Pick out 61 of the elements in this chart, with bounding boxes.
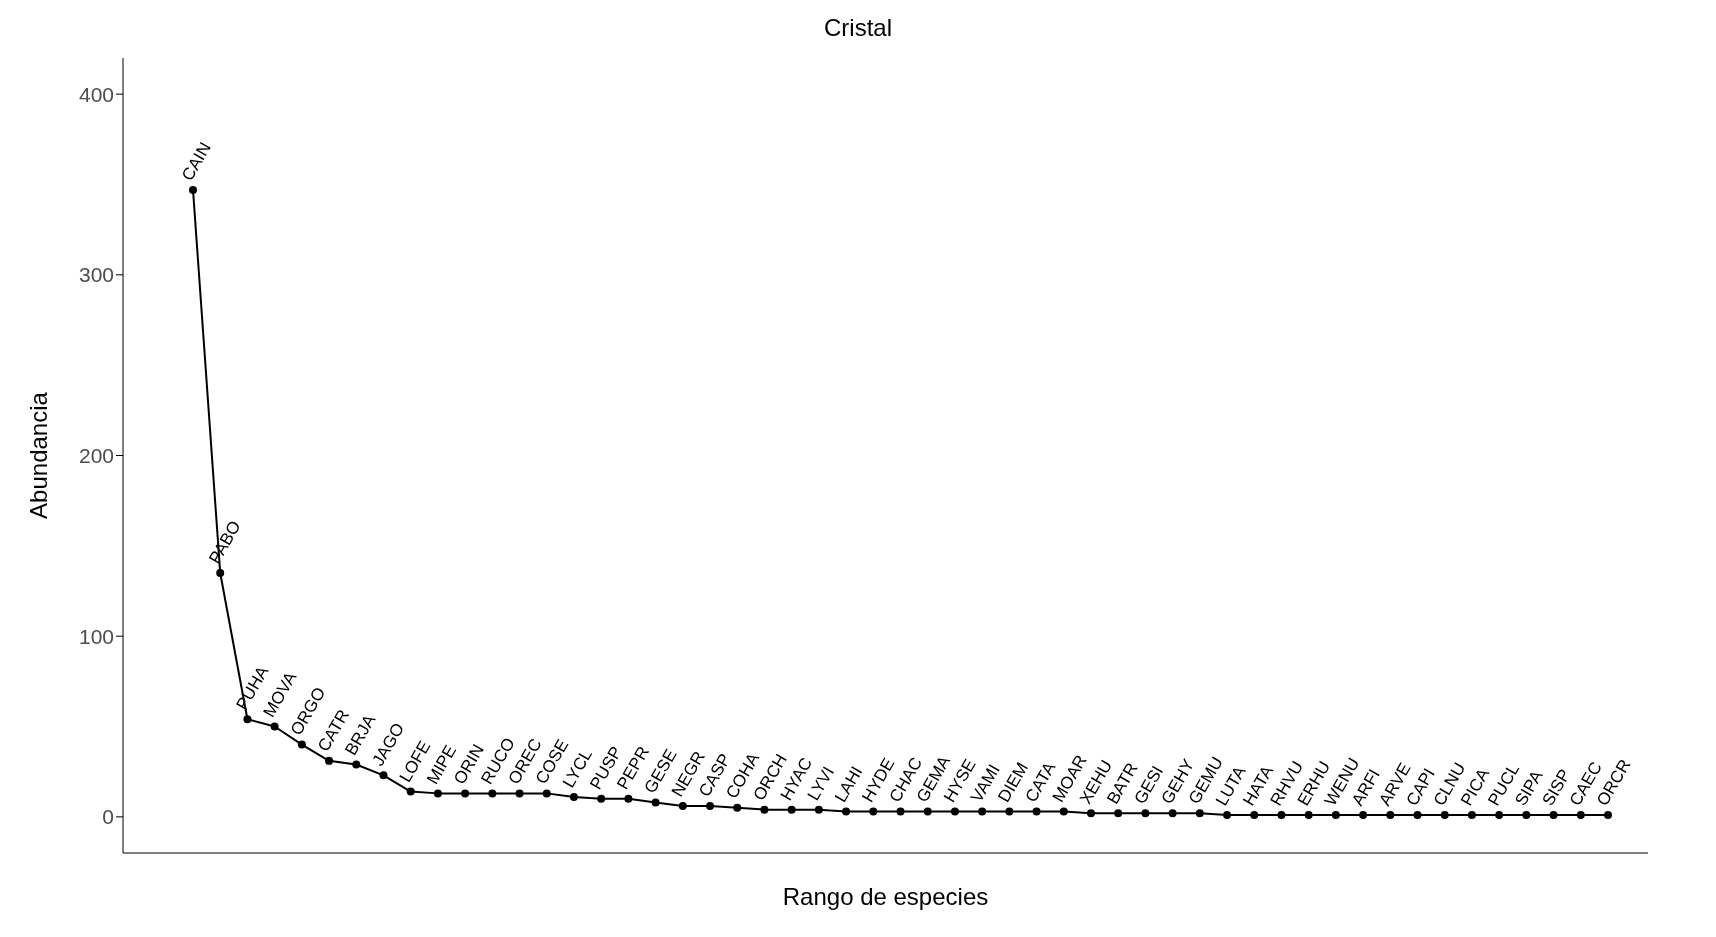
point — [1277, 811, 1286, 820]
y-tick-label: 400 — [78, 82, 114, 106]
point — [814, 805, 823, 814]
y-axis-title: Abundancia — [24, 391, 52, 519]
point — [733, 803, 742, 812]
point — [352, 760, 361, 769]
point — [950, 807, 959, 816]
point — [678, 802, 687, 811]
point — [1168, 809, 1177, 818]
point — [325, 756, 334, 765]
point — [379, 771, 388, 780]
point — [406, 787, 415, 796]
y-tick-label: 300 — [78, 263, 114, 287]
point — [515, 789, 524, 798]
point — [760, 805, 769, 814]
point — [542, 789, 551, 798]
point — [1604, 811, 1612, 820]
point — [1576, 811, 1585, 820]
point — [488, 789, 497, 798]
point — [1304, 811, 1313, 820]
point — [1141, 809, 1150, 818]
point — [1440, 811, 1449, 820]
point — [1413, 811, 1422, 820]
y-tick-label: 0 — [102, 805, 114, 829]
point — [923, 807, 932, 816]
point — [433, 789, 442, 798]
x-axis-title: Rango de especies — [782, 883, 989, 910]
point — [1005, 807, 1014, 816]
point — [270, 722, 279, 731]
y-tick-label: 100 — [78, 624, 114, 648]
point — [706, 802, 715, 811]
point — [1223, 811, 1232, 820]
point — [978, 807, 987, 816]
point — [651, 798, 660, 807]
point — [1250, 811, 1259, 820]
point — [1114, 809, 1123, 818]
point — [1359, 811, 1368, 820]
point — [896, 807, 905, 816]
point — [1522, 811, 1531, 820]
point — [189, 185, 197, 194]
point — [1086, 809, 1095, 818]
point — [1467, 811, 1476, 820]
point — [1032, 807, 1041, 816]
point — [1331, 811, 1340, 820]
point — [869, 807, 878, 816]
point — [1549, 811, 1558, 820]
point — [216, 568, 225, 577]
point — [787, 805, 796, 814]
chart-title: Cristal — [823, 13, 893, 43]
point — [597, 794, 606, 803]
point — [842, 807, 851, 816]
point — [1495, 811, 1504, 820]
point — [243, 715, 252, 724]
point — [624, 794, 633, 803]
point — [1386, 811, 1395, 820]
point — [1195, 809, 1204, 818]
point — [1059, 807, 1068, 816]
y-tick-label: 200 — [78, 443, 114, 467]
point — [297, 740, 306, 749]
point — [569, 792, 578, 801]
point — [461, 789, 470, 798]
